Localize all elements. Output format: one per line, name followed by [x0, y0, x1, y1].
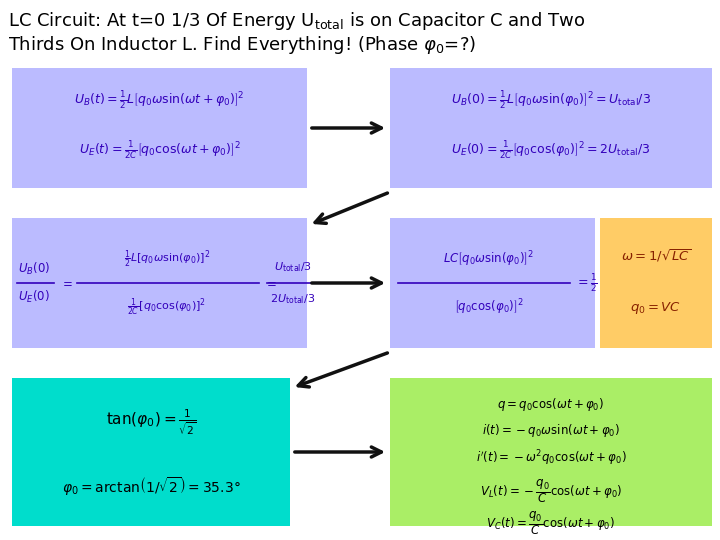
Bar: [12, 68, 307, 188]
Text: $V_L(t)=-\dfrac{q_0}{C}\cos(\omega t+\varphi_0)$: $V_L(t)=-\dfrac{q_0}{C}\cos(\omega t+\va…: [480, 478, 622, 505]
Text: $\left[q_0\cos(\varphi_0)\right]^2$: $\left[q_0\cos(\varphi_0)\right]^2$: [454, 297, 523, 317]
Bar: [12, 378, 290, 526]
Text: $=$: $=$: [60, 276, 73, 289]
Text: $U_E(0)=\frac{1}{2C}\left[q_0\cos(\varphi_0)\right]^2=2U_{\rm total}/3$: $U_E(0)=\frac{1}{2C}\left[q_0\cos(\varph…: [451, 139, 651, 161]
Text: $U_B(0)$: $U_B(0)$: [18, 261, 50, 277]
Text: $U_B(t)=\frac{1}{2}L\left[q_0\omega\sin(\omega t+\varphi_0)\right]^2$: $U_B(t)=\frac{1}{2}L\left[q_0\omega\sin(…: [74, 89, 245, 111]
Bar: [390, 378, 712, 526]
Bar: [12, 218, 307, 348]
Text: $q_0=VC$: $q_0=VC$: [631, 300, 682, 316]
Text: $LC\left[q_0\omega\sin(\varphi_0)\right]^2$: $LC\left[q_0\omega\sin(\varphi_0)\right]…: [443, 249, 534, 269]
Text: $=\frac{1}{2}$: $=\frac{1}{2}$: [575, 272, 598, 294]
Text: $U_{\rm total}/3$: $U_{\rm total}/3$: [274, 260, 312, 274]
Text: $U_B(0)=\frac{1}{2}L\left[q_0\omega\sin(\varphi_0)\right]^2=U_{\rm total}/3$: $U_B(0)=\frac{1}{2}L\left[q_0\omega\sin(…: [451, 89, 651, 111]
Text: $q=q_0\cos(\omega t+\varphi_0)$: $q=q_0\cos(\omega t+\varphi_0)$: [498, 396, 605, 413]
Bar: [390, 68, 712, 188]
Text: $i'(t)=-\omega^2q_0\cos(\omega t+\varphi_0)$: $i'(t)=-\omega^2q_0\cos(\omega t+\varphi…: [476, 448, 626, 468]
Text: $\tan(\varphi_0)=\frac{1}{\sqrt{2}}$: $\tan(\varphi_0)=\frac{1}{\sqrt{2}}$: [106, 408, 197, 436]
Text: $U_E(t)=\frac{1}{2C}\left[q_0\cos(\omega t+\varphi_0)\right]^2$: $U_E(t)=\frac{1}{2C}\left[q_0\cos(\omega…: [78, 139, 240, 161]
Text: LC Circuit: At t=0 1/3 Of Energy U$_{\rm total}$ is on Capacitor C and Two: LC Circuit: At t=0 1/3 Of Energy U$_{\rm…: [8, 10, 585, 32]
Text: $\frac{1}{2}L\left[q_0\omega\sin(\varphi_0)\right]^2$: $\frac{1}{2}L\left[q_0\omega\sin(\varphi…: [124, 248, 210, 270]
Text: $i(t)=-q_0\omega\sin(\omega t+\varphi_0)$: $i(t)=-q_0\omega\sin(\omega t+\varphi_0)…: [482, 422, 620, 439]
Bar: [600, 218, 712, 348]
Text: $=$: $=$: [264, 276, 276, 289]
Text: Thirds On Inductor L. Find Everything! (Phase $\varphi_0$=?): Thirds On Inductor L. Find Everything! (…: [8, 34, 476, 56]
Text: $U_E(0)$: $U_E(0)$: [18, 289, 50, 305]
Text: $\omega=1/\sqrt{LC}$: $\omega=1/\sqrt{LC}$: [621, 248, 691, 265]
Text: $\frac{1}{2C}\left[q_0\cos(\varphi_0)\right]^2$: $\frac{1}{2C}\left[q_0\cos(\varphi_0)\ri…: [127, 296, 207, 318]
Text: $2U_{\rm total}/3$: $2U_{\rm total}/3$: [271, 292, 315, 306]
Bar: [390, 218, 595, 348]
Text: $V_C(t)=\dfrac{q_0}{C}\cos(\omega t+\varphi_0)$: $V_C(t)=\dfrac{q_0}{C}\cos(\omega t+\var…: [487, 510, 616, 537]
Text: $\varphi_0=\arctan\!\left(1/\sqrt{2}\right)=35.3°$: $\varphi_0=\arctan\!\left(1/\sqrt{2}\rig…: [62, 475, 240, 497]
